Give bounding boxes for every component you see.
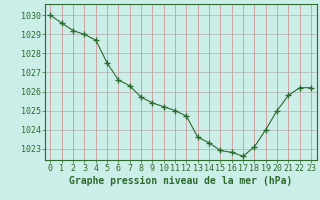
X-axis label: Graphe pression niveau de la mer (hPa): Graphe pression niveau de la mer (hPa) bbox=[69, 176, 292, 186]
